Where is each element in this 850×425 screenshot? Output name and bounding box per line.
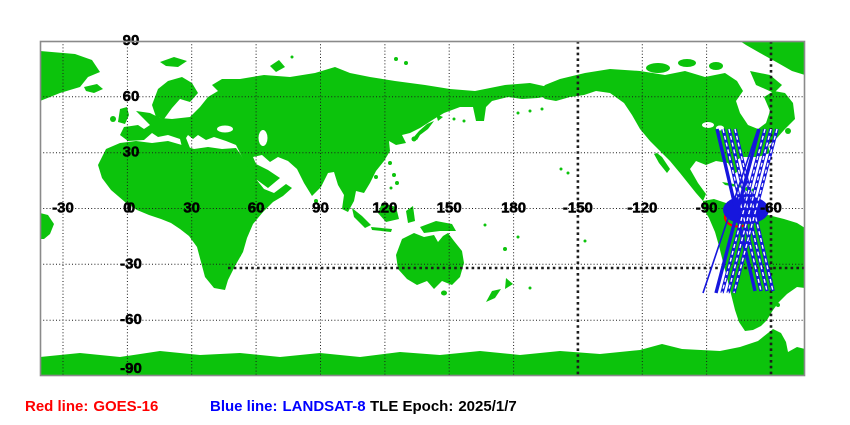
continent-eurasia <box>120 67 554 212</box>
world-map: -30 0 30 60 90 120 150 180 -150 -120 -90… <box>39 32 806 377</box>
island-kyushu <box>411 136 417 142</box>
epoch-value: 2025/1/7 <box>458 398 517 415</box>
lon-label: -150 <box>563 200 593 217</box>
island-newfoundland <box>785 128 791 134</box>
lon-label: 120 <box>372 200 397 217</box>
island-falkland <box>776 303 780 307</box>
legend-goes16: Red line: GOES-16 <box>25 398 158 415</box>
lon-label: -120 <box>627 200 657 217</box>
continent-australia <box>396 233 464 289</box>
region-brazil-left-edge <box>40 213 54 239</box>
island-britain <box>118 107 129 124</box>
region-scandinavia <box>152 77 198 119</box>
lat-label: -60 <box>120 311 142 328</box>
island-iceland <box>84 84 103 93</box>
island-srilanka <box>314 199 318 203</box>
island-new-guinea <box>420 221 456 233</box>
island-svalbard <box>160 57 187 67</box>
island-honshu <box>413 121 434 140</box>
landsat8-tracks <box>702 128 779 294</box>
black-sea <box>217 125 233 133</box>
lat-label: 0 <box>127 200 135 217</box>
lon-label: -90 <box>696 200 718 217</box>
legend-red-satellite: GOES-16 <box>93 398 159 415</box>
arctic-island-2 <box>678 59 696 67</box>
island-tasmania <box>441 290 447 296</box>
island-baffin <box>750 71 782 93</box>
graticule <box>40 41 805 376</box>
landmasses <box>40 41 805 376</box>
legend-blue-satellite: LANDSAT-8 <box>282 398 366 415</box>
great-lakes <box>702 122 714 128</box>
legend-blue-label: Blue line: <box>210 398 278 415</box>
legend-red-label: Red line: <box>25 398 89 415</box>
lon-label: -60 <box>760 200 782 217</box>
lat-label: 30 <box>123 144 140 161</box>
island-ireland <box>110 116 116 122</box>
island-java <box>371 227 392 232</box>
arctic-island-3 <box>709 62 723 70</box>
region-baja <box>654 153 670 173</box>
lon-label: 0 <box>123 200 131 217</box>
island-novaya-zemlya <box>270 60 285 72</box>
continent-greenland-east <box>40 51 100 101</box>
lon-label: 60 <box>248 200 265 217</box>
landsat8-thin-track <box>702 128 759 294</box>
lon-label: 30 <box>183 200 200 217</box>
axis-labels: -30 0 30 60 90 120 150 180 -150 -120 -90… <box>52 32 782 378</box>
continent-greenland-west <box>740 41 805 75</box>
continent-antarctica <box>40 329 805 376</box>
continent-africa <box>98 141 292 290</box>
island-nz-north <box>505 278 513 289</box>
epoch-label: TLE Epoch: <box>370 398 454 415</box>
lat-label: -30 <box>120 255 142 272</box>
inland-seas <box>217 92 765 146</box>
legend-tle-epoch: TLE Epoch: 2025/1/7 <box>370 398 517 415</box>
lon-label: -30 <box>52 200 74 217</box>
lon-label: 150 <box>437 200 462 217</box>
lat-label: 90 <box>123 32 140 49</box>
lat-label: 60 <box>123 88 140 105</box>
legend-landsat8: Blue line: LANDSAT-8 <box>210 398 366 415</box>
island-madagascar <box>228 232 242 261</box>
island-hokkaido <box>436 114 443 121</box>
island-sulawesi <box>406 206 415 223</box>
lon-label: 90 <box>312 200 329 217</box>
map-border <box>39 40 806 377</box>
caspian-sea <box>258 130 268 146</box>
island-borneo <box>378 203 399 222</box>
hudson-bay <box>743 92 765 118</box>
legend: Red line: GOES-16 Blue line: LANDSAT-8 TLE… <box>0 398 850 418</box>
island-nz-south <box>486 289 501 302</box>
island-sumatra <box>352 208 371 228</box>
lat-label: -90 <box>120 360 142 377</box>
lon-label: 180 <box>501 200 526 217</box>
arctic-island-1 <box>646 63 670 73</box>
